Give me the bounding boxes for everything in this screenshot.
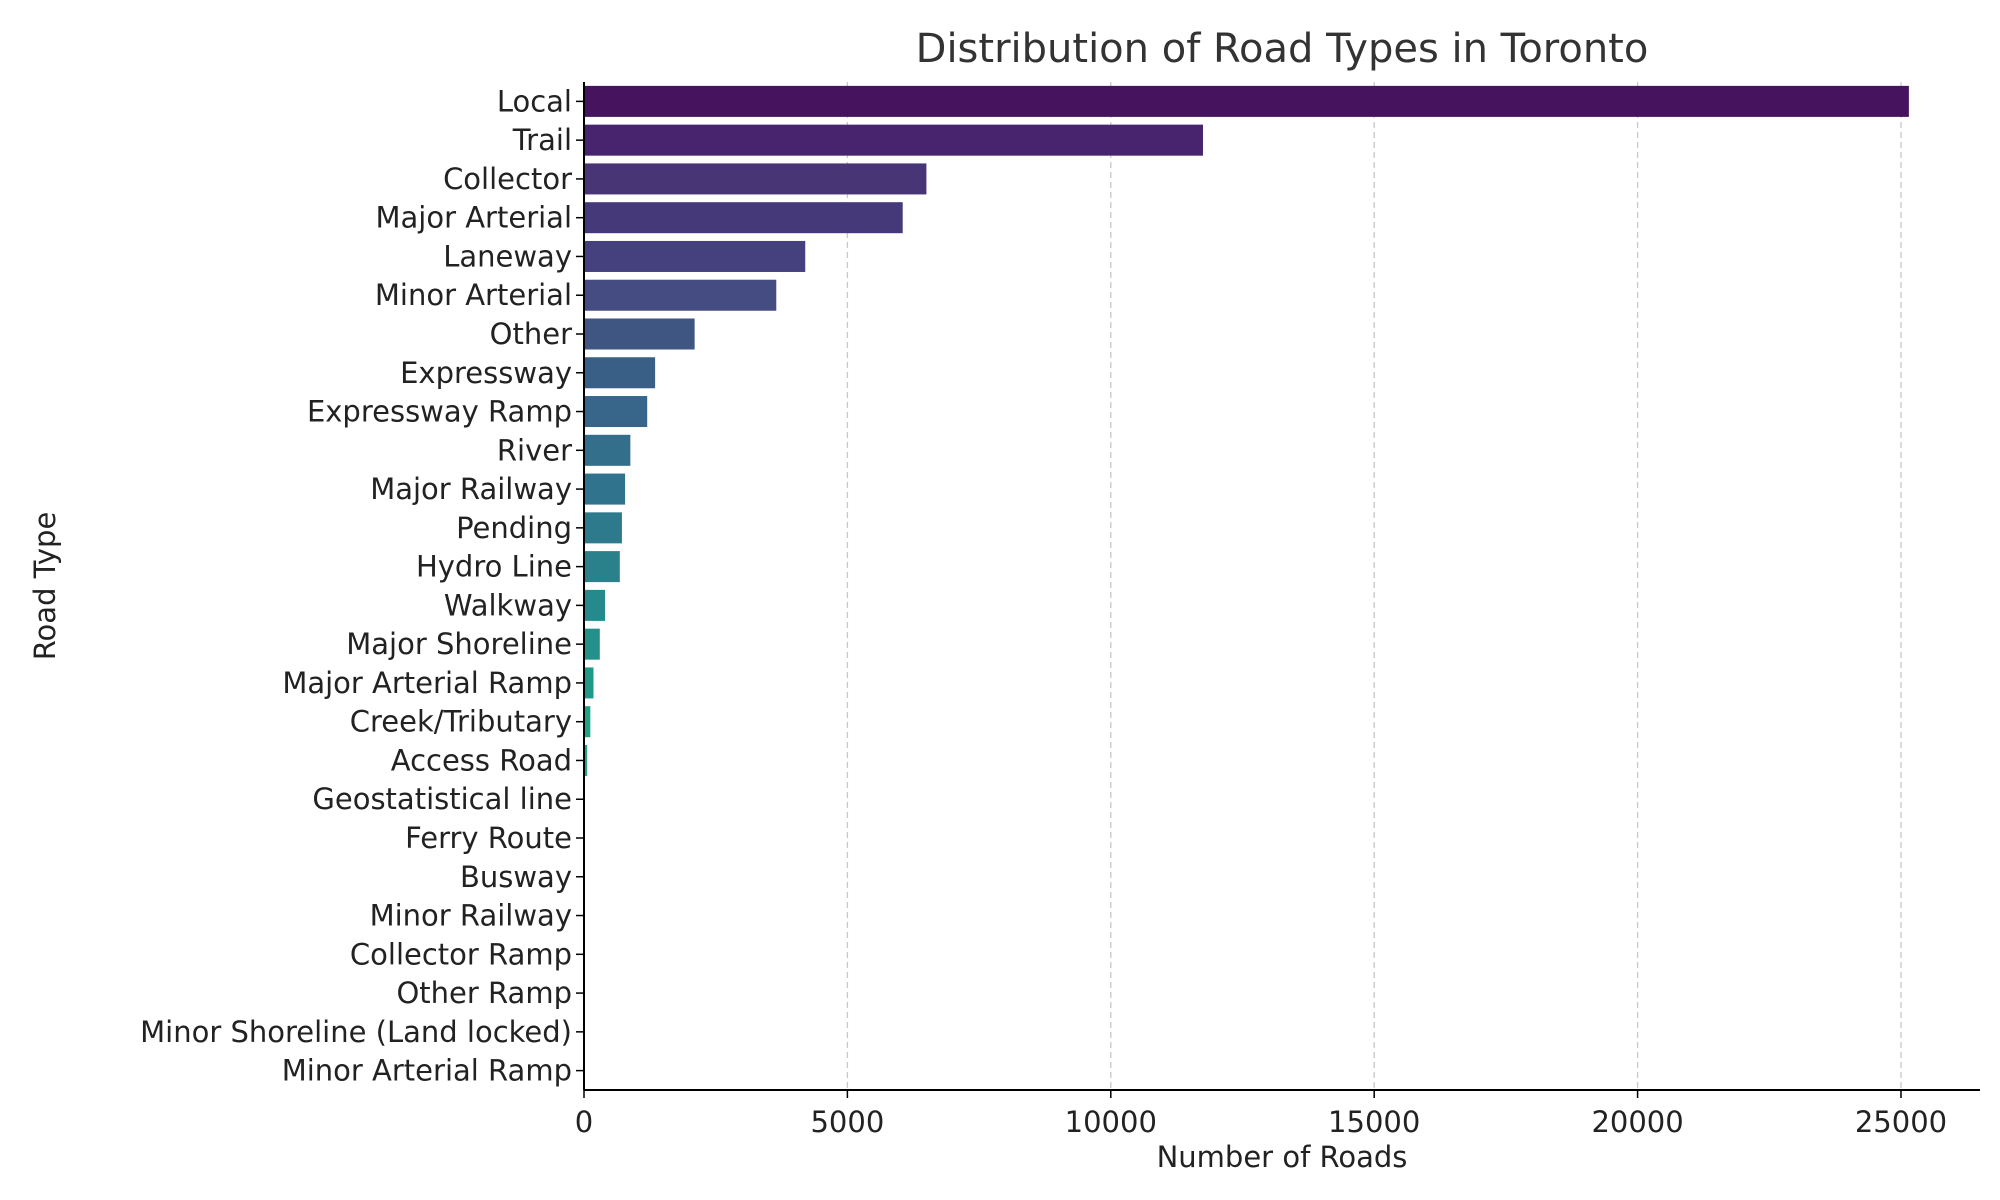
chart-title: Distribution of Road Types in Toronto	[916, 26, 1649, 72]
y-tick-label: Trail	[512, 123, 572, 157]
bar	[584, 473, 626, 505]
gridlines	[846, 82, 1902, 1090]
y-tick-label: Expressway	[400, 356, 572, 390]
bar	[584, 667, 594, 699]
bar	[584, 202, 903, 234]
y-tick-label: Ferry Route	[405, 821, 572, 855]
bar	[584, 434, 631, 466]
y-tick-label: Laneway	[443, 239, 572, 273]
bar	[584, 279, 777, 311]
bar	[584, 706, 591, 738]
x-tick-label: 5000	[810, 1105, 884, 1139]
x-axis-ticks: 0 5000 10000 15000 20000 25000	[575, 1090, 1947, 1139]
bar	[584, 551, 620, 583]
y-tick-label: Pending	[456, 511, 572, 545]
bar	[584, 124, 1203, 156]
y-tick-label: Geostatistical line	[312, 782, 572, 816]
y-tick-label: Major Railway	[370, 472, 572, 506]
x-tick-label: 15000	[1328, 1105, 1420, 1139]
bar	[584, 589, 606, 621]
y-tick-label: Minor Shoreline (Land locked)	[140, 1015, 572, 1049]
y-tick-label: Major Arterial	[375, 201, 572, 235]
y-tick-label: Walkway	[444, 588, 572, 622]
bar	[584, 163, 927, 195]
bar	[584, 512, 622, 544]
y-tick-label: Creek/Tributary	[350, 705, 572, 739]
bar	[584, 628, 600, 660]
y-tick-label: Access Road	[391, 743, 572, 777]
y-tick-label: Other	[490, 317, 572, 351]
y-tick-label: Busway	[460, 860, 572, 894]
bar	[584, 240, 806, 272]
bar	[584, 318, 695, 350]
x-tick-label: 0	[575, 1105, 593, 1139]
y-tick-label: Expressway Ramp	[307, 395, 572, 429]
y-axis-ticks: Local Trail Collector Major Arterial Laneway…	[140, 84, 584, 1088]
bar	[584, 396, 648, 428]
bars	[584, 85, 1909, 1087]
y-tick-label: Collector Ramp	[350, 937, 572, 971]
x-axis-label: Number of Roads	[1157, 1140, 1408, 1174]
y-tick-label: Major Arterial Ramp	[282, 666, 572, 700]
y-tick-label: Minor Arterial	[375, 278, 572, 312]
bar	[584, 357, 656, 389]
x-tick-label: 10000	[1065, 1105, 1157, 1139]
x-tick-label: 20000	[1591, 1105, 1683, 1139]
x-tick-label: 25000	[1855, 1105, 1947, 1139]
y-tick-label: River	[497, 433, 572, 467]
bar	[584, 744, 588, 776]
y-tick-label: Major Shoreline	[346, 627, 572, 661]
y-axis-label: Road Type	[28, 512, 62, 661]
y-tick-label: Hydro Line	[416, 550, 572, 584]
y-tick-label: Minor Arterial Ramp	[282, 1054, 572, 1088]
bar	[584, 85, 1909, 117]
y-tick-label: Collector	[443, 162, 572, 196]
y-tick-label: Other Ramp	[396, 976, 572, 1010]
y-tick-label: Minor Railway	[370, 899, 572, 933]
y-tick-label: Local	[497, 84, 572, 118]
